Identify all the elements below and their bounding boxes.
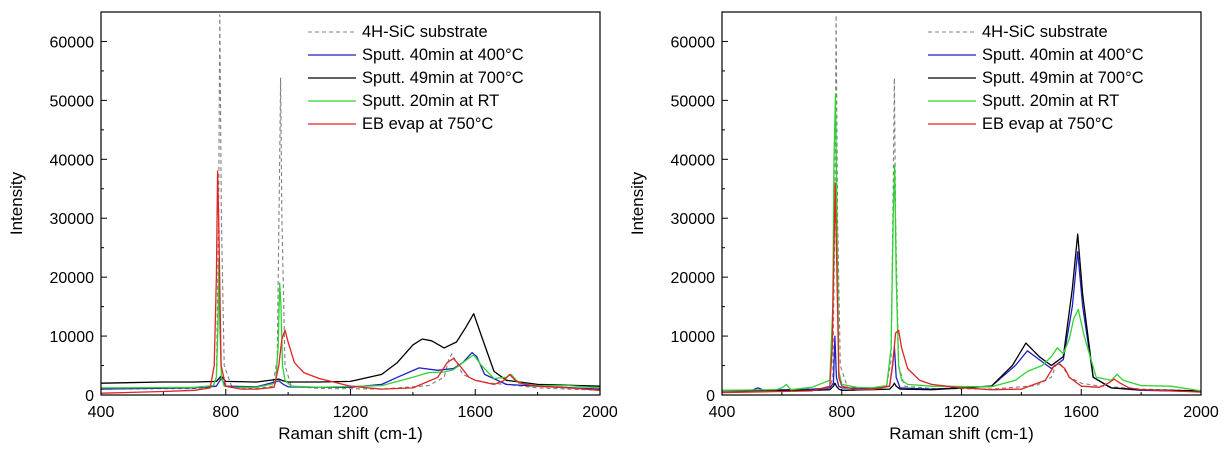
plot-frame	[100, 11, 601, 396]
right-chart-panel: 400 800 1200 1600 20000100002000030000400005…	[628, 11, 1219, 443]
legend: 4H-SiC substrate Sputt. 40min at 400°C Spu…	[928, 23, 1144, 133]
x-tick-label: 800	[828, 404, 855, 421]
legend-label-3: Sputt. 20min at RT	[362, 92, 499, 110]
y-tick-label: 20000	[50, 270, 95, 287]
y-tick-label: 30000	[671, 211, 716, 228]
legend-label-3: Sputt. 20min at RT	[982, 92, 1119, 110]
x-tick-label: 2000	[582, 404, 618, 421]
y-axis-title: Intensity	[7, 171, 26, 235]
y-tick-label: 50000	[671, 93, 716, 110]
y-tick-label: 60000	[671, 34, 716, 51]
legend-label-1: Sputt. 40min at 400°C	[362, 46, 524, 64]
y-tick-label: 40000	[50, 152, 95, 169]
series-line-4	[722, 182, 1201, 394]
x-tick-label: 1200	[333, 404, 369, 421]
series-line-1	[722, 251, 1201, 393]
series-line-3	[722, 93, 1201, 392]
series-line-3	[101, 258, 600, 389]
series-line-2	[101, 313, 600, 387]
y-tick-label: 50000	[50, 93, 95, 110]
series-line-0	[101, 14, 600, 391]
x-tick-label: 2000	[1183, 404, 1219, 421]
series-line-4	[101, 170, 600, 394]
x-tick-label: 1600	[457, 404, 493, 421]
y-tick-label: 10000	[50, 329, 95, 346]
legend-label-0: 4H-SiC substrate	[362, 23, 488, 41]
x-tick-label: 400	[88, 404, 115, 421]
x-axis-title: Raman shift (cm-1)	[889, 424, 1034, 443]
y-tick-label: 60000	[50, 34, 95, 51]
legend-label-1: Sputt. 40min at 400°C	[982, 46, 1144, 64]
legend-label-2: Sputt. 49min at 700°C	[982, 69, 1144, 87]
series-lines	[722, 14, 1201, 394]
y-axis-title: Intensity	[628, 171, 647, 235]
y-tick-label: 0	[706, 388, 715, 405]
y-tick-label: 40000	[671, 152, 716, 169]
series-line-2	[722, 233, 1201, 392]
series-lines	[101, 14, 600, 394]
legend-label-2: Sputt. 49min at 700°C	[362, 69, 524, 87]
x-tick-label: 400	[709, 404, 736, 421]
x-axis-title: Raman shift (cm-1)	[278, 424, 423, 443]
legend: 4H-SiC substrate Sputt. 40min at 400°C Spu…	[308, 23, 524, 133]
y-tick-label: 10000	[671, 329, 716, 346]
legend-label-4: EB evap at 750°C	[362, 115, 493, 133]
left-chart-panel: 400 800 1200 1600 20000100002000030000400005…	[7, 11, 618, 443]
x-tick-label: 1200	[944, 404, 980, 421]
legend-label-4: EB evap at 750°C	[982, 115, 1113, 133]
y-tick-label: 30000	[50, 211, 95, 228]
legend-label-0: 4H-SiC substrate	[982, 23, 1108, 41]
y-tick-label: 0	[85, 388, 94, 405]
y-tick-label: 20000	[671, 270, 716, 287]
x-tick-label: 1600	[1063, 404, 1099, 421]
x-tick-label: 800	[212, 404, 239, 421]
